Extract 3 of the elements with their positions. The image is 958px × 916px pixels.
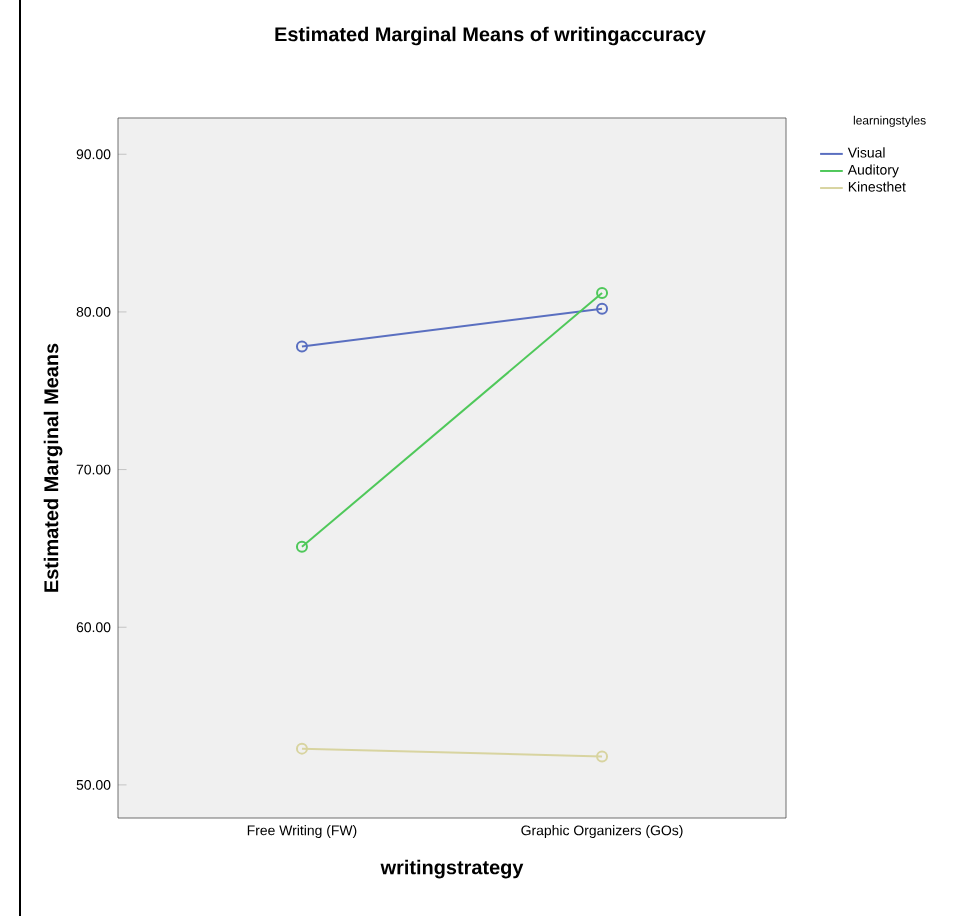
- y-axis-title: Estimated Marginal Means: [43, 343, 63, 592]
- chart-title: Estimated Marginal Means of writingaccuracy: [275, 26, 706, 46]
- x-axis-title: writingstrategy: [380, 859, 524, 879]
